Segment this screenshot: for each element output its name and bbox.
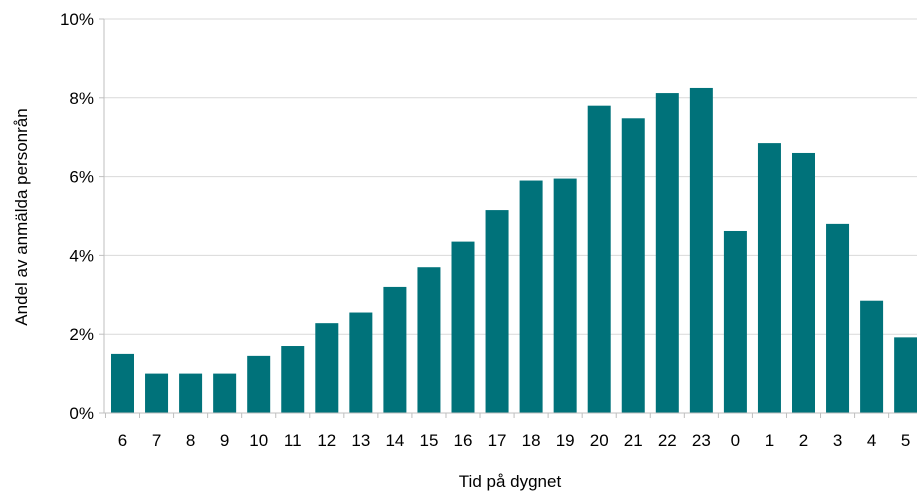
x-axis-ticks: 6 7 8 9 10 11 12 13 14 15 16 17 18 19 20 21 22 23 0 1 2 3 4 5 (104, 413, 910, 450)
bar-1 (757, 143, 781, 414)
x-tick-label: 12 (317, 431, 336, 450)
x-tick-label: 10 (249, 431, 268, 450)
bar-17 (485, 210, 509, 413)
bar-2 (792, 152, 815, 413)
x-tick-label: 8 (186, 431, 195, 450)
y-axis-ticks: 0% 2% 4% 6% 8% 10% (60, 10, 104, 423)
x-tick-label: 19 (556, 431, 575, 450)
bar-23 (689, 87, 713, 413)
y-tick-label: 8% (69, 89, 94, 108)
x-tick-label: 16 (454, 431, 473, 450)
bar-9 (213, 373, 237, 413)
x-tick-label: 3 (833, 431, 842, 450)
bar-21 (621, 118, 645, 414)
bar-14 (383, 286, 407, 413)
x-tick-label: 2 (799, 431, 808, 450)
bar-0 (723, 230, 747, 413)
bar-15 (417, 267, 441, 413)
y-tick-label: 6% (69, 168, 94, 187)
bars (111, 87, 917, 414)
bar-19 (553, 178, 577, 413)
bar-18 (519, 180, 543, 413)
x-tick-label: 1 (765, 431, 774, 450)
gridlines (104, 18, 917, 335)
bar-10 (247, 355, 271, 413)
bar-5 (894, 337, 917, 413)
x-tick-label: 6 (118, 431, 127, 450)
x-tick-label: 21 (624, 431, 643, 450)
bar-16 (451, 241, 475, 413)
y-tick-label: 10% (60, 10, 94, 29)
x-tick-label: 23 (692, 431, 711, 450)
x-tick-label: 7 (152, 431, 161, 450)
x-tick-label: 0 (731, 431, 740, 450)
x-tick-label: 18 (522, 431, 541, 450)
x-tick-label: 11 (284, 431, 302, 450)
y-tick-label: 2% (69, 325, 94, 344)
x-tick-label: 17 (488, 431, 507, 450)
x-tick-label: 20 (590, 431, 609, 450)
bar-20 (587, 105, 611, 414)
bar-22 (655, 93, 679, 414)
bar-12 (315, 323, 339, 413)
y-tick-label: 4% (69, 246, 94, 265)
bar-3 (826, 223, 850, 413)
x-tick-label: 15 (419, 431, 438, 450)
y-axis-title: Andel av anmälda personrån (12, 108, 31, 325)
x-tick-label: 4 (867, 431, 876, 450)
y-tick-label: 0% (69, 404, 94, 423)
x-tick-label: 14 (385, 431, 404, 450)
x-tick-label: 13 (351, 431, 370, 450)
x-tick-label: 5 (901, 431, 910, 450)
x-tick-label: 22 (658, 431, 677, 450)
bar-13 (349, 312, 373, 413)
x-tick-label: 9 (220, 431, 229, 450)
x-axis-title: Tid på dygnet (459, 472, 562, 491)
bar-4 (860, 300, 884, 413)
bar-11 (281, 346, 305, 413)
bar-8 (179, 373, 203, 413)
bar-6 (111, 353, 134, 413)
bar-7 (145, 373, 169, 413)
